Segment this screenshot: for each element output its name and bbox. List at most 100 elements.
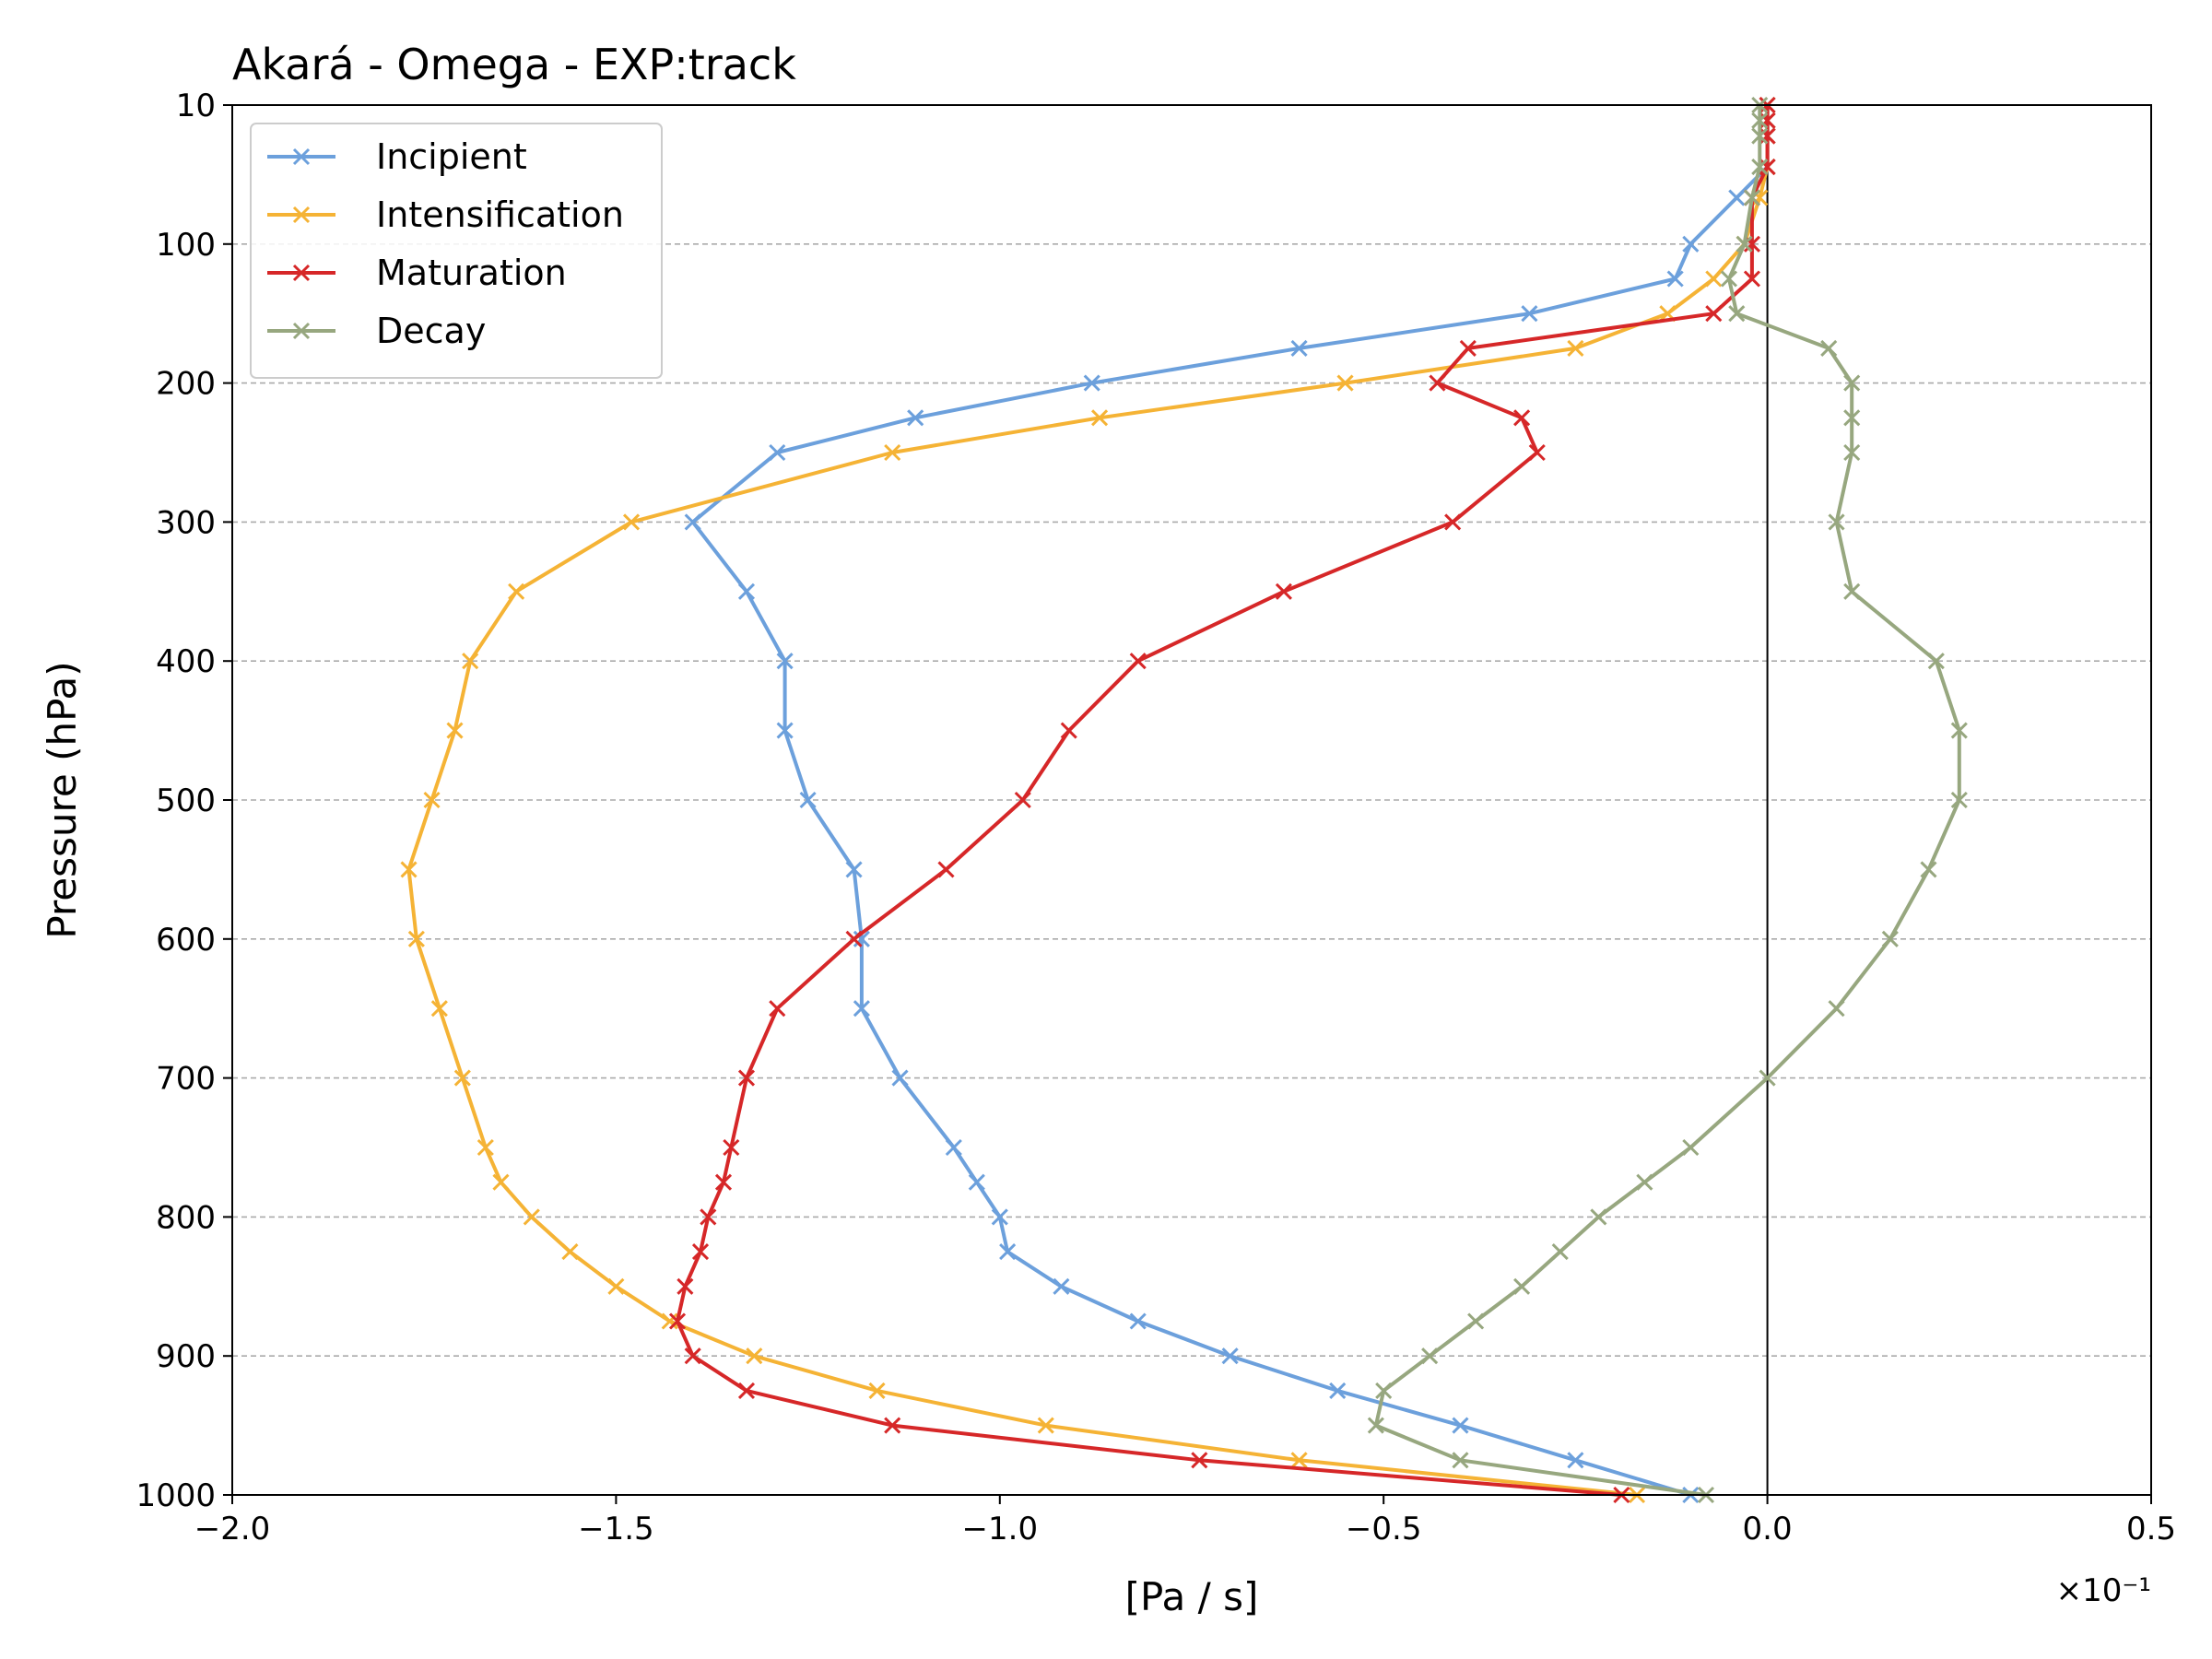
data-point	[1843, 374, 1861, 392]
y-tick-label: 100	[156, 227, 216, 264]
data-point	[999, 1243, 1017, 1261]
data-point	[1759, 112, 1776, 129]
data-point	[1452, 1417, 1469, 1434]
x-axis-offset-label: ×10⁻¹	[2056, 1572, 2151, 1609]
data-point	[1843, 409, 1861, 427]
data-point	[1060, 722, 1077, 739]
data-point	[1129, 653, 1147, 670]
series-decay	[1367, 96, 1968, 1504]
data-point	[1037, 1417, 1054, 1434]
data-point	[868, 1382, 886, 1399]
y-tick-label: 800	[156, 1199, 216, 1236]
data-point	[737, 1069, 756, 1087]
data-point	[884, 443, 901, 462]
data-point	[1014, 791, 1031, 809]
data-point	[776, 653, 794, 670]
data-point	[776, 722, 794, 739]
series-line	[690, 105, 1770, 1497]
y-tick-label: 200	[156, 366, 216, 403]
data-point	[1053, 1277, 1070, 1295]
data-point	[1551, 1243, 1569, 1261]
data-point	[1705, 305, 1723, 323]
data-point	[1513, 409, 1531, 427]
data-point	[661, 1312, 678, 1330]
data-point	[1751, 158, 1769, 176]
x-axis-label: [Pa / s]	[1125, 1574, 1259, 1619]
data-point	[884, 1417, 901, 1434]
data-point	[1528, 443, 1546, 462]
data-point	[1843, 582, 1861, 600]
data-point	[1275, 582, 1293, 600]
data-point	[1290, 339, 1308, 357]
data-point	[799, 791, 817, 809]
data-point	[1881, 930, 1899, 947]
data-point	[1720, 270, 1738, 288]
legend-marker	[292, 264, 311, 282]
data-point	[423, 791, 441, 809]
data-point	[1444, 513, 1462, 531]
data-point	[737, 1382, 756, 1399]
data-point	[1567, 339, 1584, 357]
legend-box	[250, 123, 663, 379]
data-point	[991, 1208, 1008, 1226]
chart-title: Akará - Omega - EXP:track	[232, 40, 796, 89]
data-point	[1221, 1347, 1239, 1365]
y-tick-label: 600	[156, 922, 216, 959]
x-tick-label: 0.5	[2126, 1511, 2176, 1547]
data-point	[1728, 189, 1746, 206]
data-point	[1743, 270, 1761, 288]
data-point	[1743, 235, 1761, 253]
data-point	[1735, 235, 1753, 253]
legend-label: Maturation	[376, 253, 567, 293]
legend-item-maturation: Maturation	[267, 253, 567, 293]
data-point	[845, 861, 863, 878]
x-axis-ticks: −2.0 −1.5 −1.0 −0.5 0.0 0.5	[194, 1495, 2176, 1547]
data-point	[1290, 1452, 1308, 1469]
legend-label: Incipient	[376, 136, 527, 177]
data-point	[677, 1277, 694, 1295]
data-point	[937, 861, 955, 878]
data-point	[1759, 127, 1776, 145]
legend-marker	[292, 206, 311, 224]
data-point	[1820, 339, 1838, 357]
data-point	[1590, 1208, 1607, 1226]
data-point	[1191, 1452, 1208, 1469]
data-point	[684, 513, 701, 531]
data-point	[1759, 158, 1776, 176]
data-point	[723, 1138, 740, 1157]
data-point	[1751, 127, 1769, 145]
legend-item-incipient: Incipient	[267, 136, 527, 177]
data-point	[1336, 374, 1354, 392]
data-point	[400, 861, 418, 878]
data-point	[492, 1173, 510, 1191]
data-point	[1843, 443, 1861, 462]
data-point	[1759, 1069, 1776, 1087]
data-point	[700, 1208, 717, 1226]
x-tick-label: −2.0	[194, 1511, 271, 1547]
data-point	[1367, 1417, 1384, 1434]
data-point	[477, 1138, 494, 1157]
data-point	[1636, 1173, 1653, 1191]
legend-marker	[292, 322, 311, 340]
data-point	[1950, 791, 1968, 809]
data-point	[714, 1173, 733, 1191]
data-point	[968, 1173, 985, 1191]
series-group	[400, 96, 1968, 1504]
y-axis-ticks: 10 100 200 300 400 500 600 700 800 900 1000	[135, 88, 232, 1514]
data-point	[1728, 305, 1746, 323]
data-point	[1666, 270, 1684, 288]
data-point	[845, 930, 863, 947]
y-tick-label: 10	[176, 88, 216, 124]
legend-marker	[292, 147, 311, 166]
x-tick-label: −1.0	[962, 1511, 1039, 1547]
data-point	[1129, 1312, 1147, 1330]
data-point	[1920, 861, 1937, 878]
data-point	[523, 1208, 540, 1226]
y-tick-label: 900	[156, 1338, 216, 1375]
data-point	[1927, 653, 1945, 670]
data-point	[1567, 1452, 1584, 1469]
data-point	[1751, 112, 1769, 129]
data-point	[1429, 374, 1446, 392]
data-point	[1090, 409, 1109, 427]
